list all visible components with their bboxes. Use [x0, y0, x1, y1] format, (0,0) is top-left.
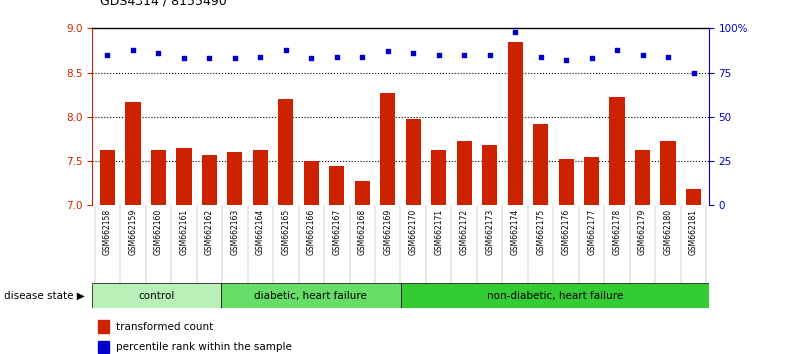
Text: GSM662171: GSM662171: [434, 209, 443, 255]
Point: [610, 47, 623, 52]
Text: GSM662165: GSM662165: [281, 209, 290, 256]
Text: GSM662161: GSM662161: [179, 209, 188, 255]
Point: [534, 54, 547, 59]
Text: GSM662166: GSM662166: [307, 209, 316, 256]
Bar: [99, 341, 110, 353]
Bar: [92, 283, 220, 308]
Point: [458, 52, 471, 58]
Bar: [610, 97, 625, 205]
Bar: [508, 42, 523, 205]
Point: [228, 56, 241, 61]
Bar: [100, 150, 115, 205]
Point: [330, 54, 343, 59]
Point: [509, 29, 521, 35]
Text: GDS4314 / 8155490: GDS4314 / 8155490: [100, 0, 227, 7]
Bar: [584, 157, 599, 205]
Bar: [635, 150, 650, 205]
Bar: [227, 152, 243, 205]
Text: GSM662175: GSM662175: [536, 209, 545, 256]
Point: [381, 48, 394, 54]
Text: GSM662167: GSM662167: [332, 209, 341, 256]
Bar: [252, 150, 268, 205]
Point: [280, 47, 292, 52]
Point: [356, 54, 368, 59]
Point: [687, 70, 700, 75]
Bar: [99, 320, 110, 333]
Text: disease state ▶: disease state ▶: [4, 291, 85, 301]
Point: [662, 54, 674, 59]
Text: GSM662158: GSM662158: [103, 209, 112, 255]
Text: percentile rank within the sample: percentile rank within the sample: [115, 342, 292, 352]
Text: GSM662163: GSM662163: [231, 209, 239, 256]
Point: [254, 54, 267, 59]
Text: GSM662160: GSM662160: [154, 209, 163, 256]
Point: [483, 52, 496, 58]
Text: GSM662174: GSM662174: [511, 209, 520, 256]
Text: GSM662181: GSM662181: [689, 209, 698, 255]
Point: [127, 47, 139, 52]
Point: [407, 50, 420, 56]
Bar: [380, 93, 396, 205]
Text: GSM662180: GSM662180: [663, 209, 673, 255]
Text: GSM662179: GSM662179: [638, 209, 647, 256]
Text: GSM662162: GSM662162: [205, 209, 214, 255]
Text: GSM662164: GSM662164: [256, 209, 265, 256]
Text: GSM662159: GSM662159: [128, 209, 138, 256]
Text: GSM662172: GSM662172: [460, 209, 469, 255]
Bar: [558, 159, 574, 205]
Bar: [457, 141, 472, 205]
Bar: [431, 150, 446, 205]
Point: [433, 52, 445, 58]
Text: non-diabetic, heart failure: non-diabetic, heart failure: [486, 291, 623, 301]
Point: [178, 56, 191, 61]
Text: GSM662169: GSM662169: [383, 209, 392, 256]
Bar: [686, 189, 701, 205]
Point: [305, 56, 318, 61]
Text: GSM662178: GSM662178: [613, 209, 622, 255]
Bar: [125, 102, 140, 205]
Bar: [220, 283, 400, 308]
Bar: [278, 99, 293, 205]
Bar: [405, 119, 421, 205]
Point: [101, 52, 114, 58]
Bar: [355, 181, 370, 205]
Point: [152, 50, 165, 56]
Bar: [482, 145, 497, 205]
Text: diabetic, heart failure: diabetic, heart failure: [254, 291, 367, 301]
Text: control: control: [139, 291, 175, 301]
Point: [636, 52, 649, 58]
Bar: [661, 141, 676, 205]
Point: [586, 56, 598, 61]
Point: [560, 57, 573, 63]
Bar: [329, 166, 344, 205]
Text: transformed count: transformed count: [115, 321, 213, 332]
Point: [203, 56, 215, 61]
Text: GSM662173: GSM662173: [485, 209, 494, 256]
Bar: [400, 283, 709, 308]
Text: GSM662177: GSM662177: [587, 209, 596, 256]
Text: GSM662170: GSM662170: [409, 209, 418, 256]
Bar: [176, 148, 191, 205]
Bar: [304, 161, 319, 205]
Text: GSM662176: GSM662176: [562, 209, 570, 256]
Bar: [151, 150, 166, 205]
Bar: [202, 155, 217, 205]
Text: GSM662168: GSM662168: [358, 209, 367, 255]
Bar: [533, 124, 549, 205]
